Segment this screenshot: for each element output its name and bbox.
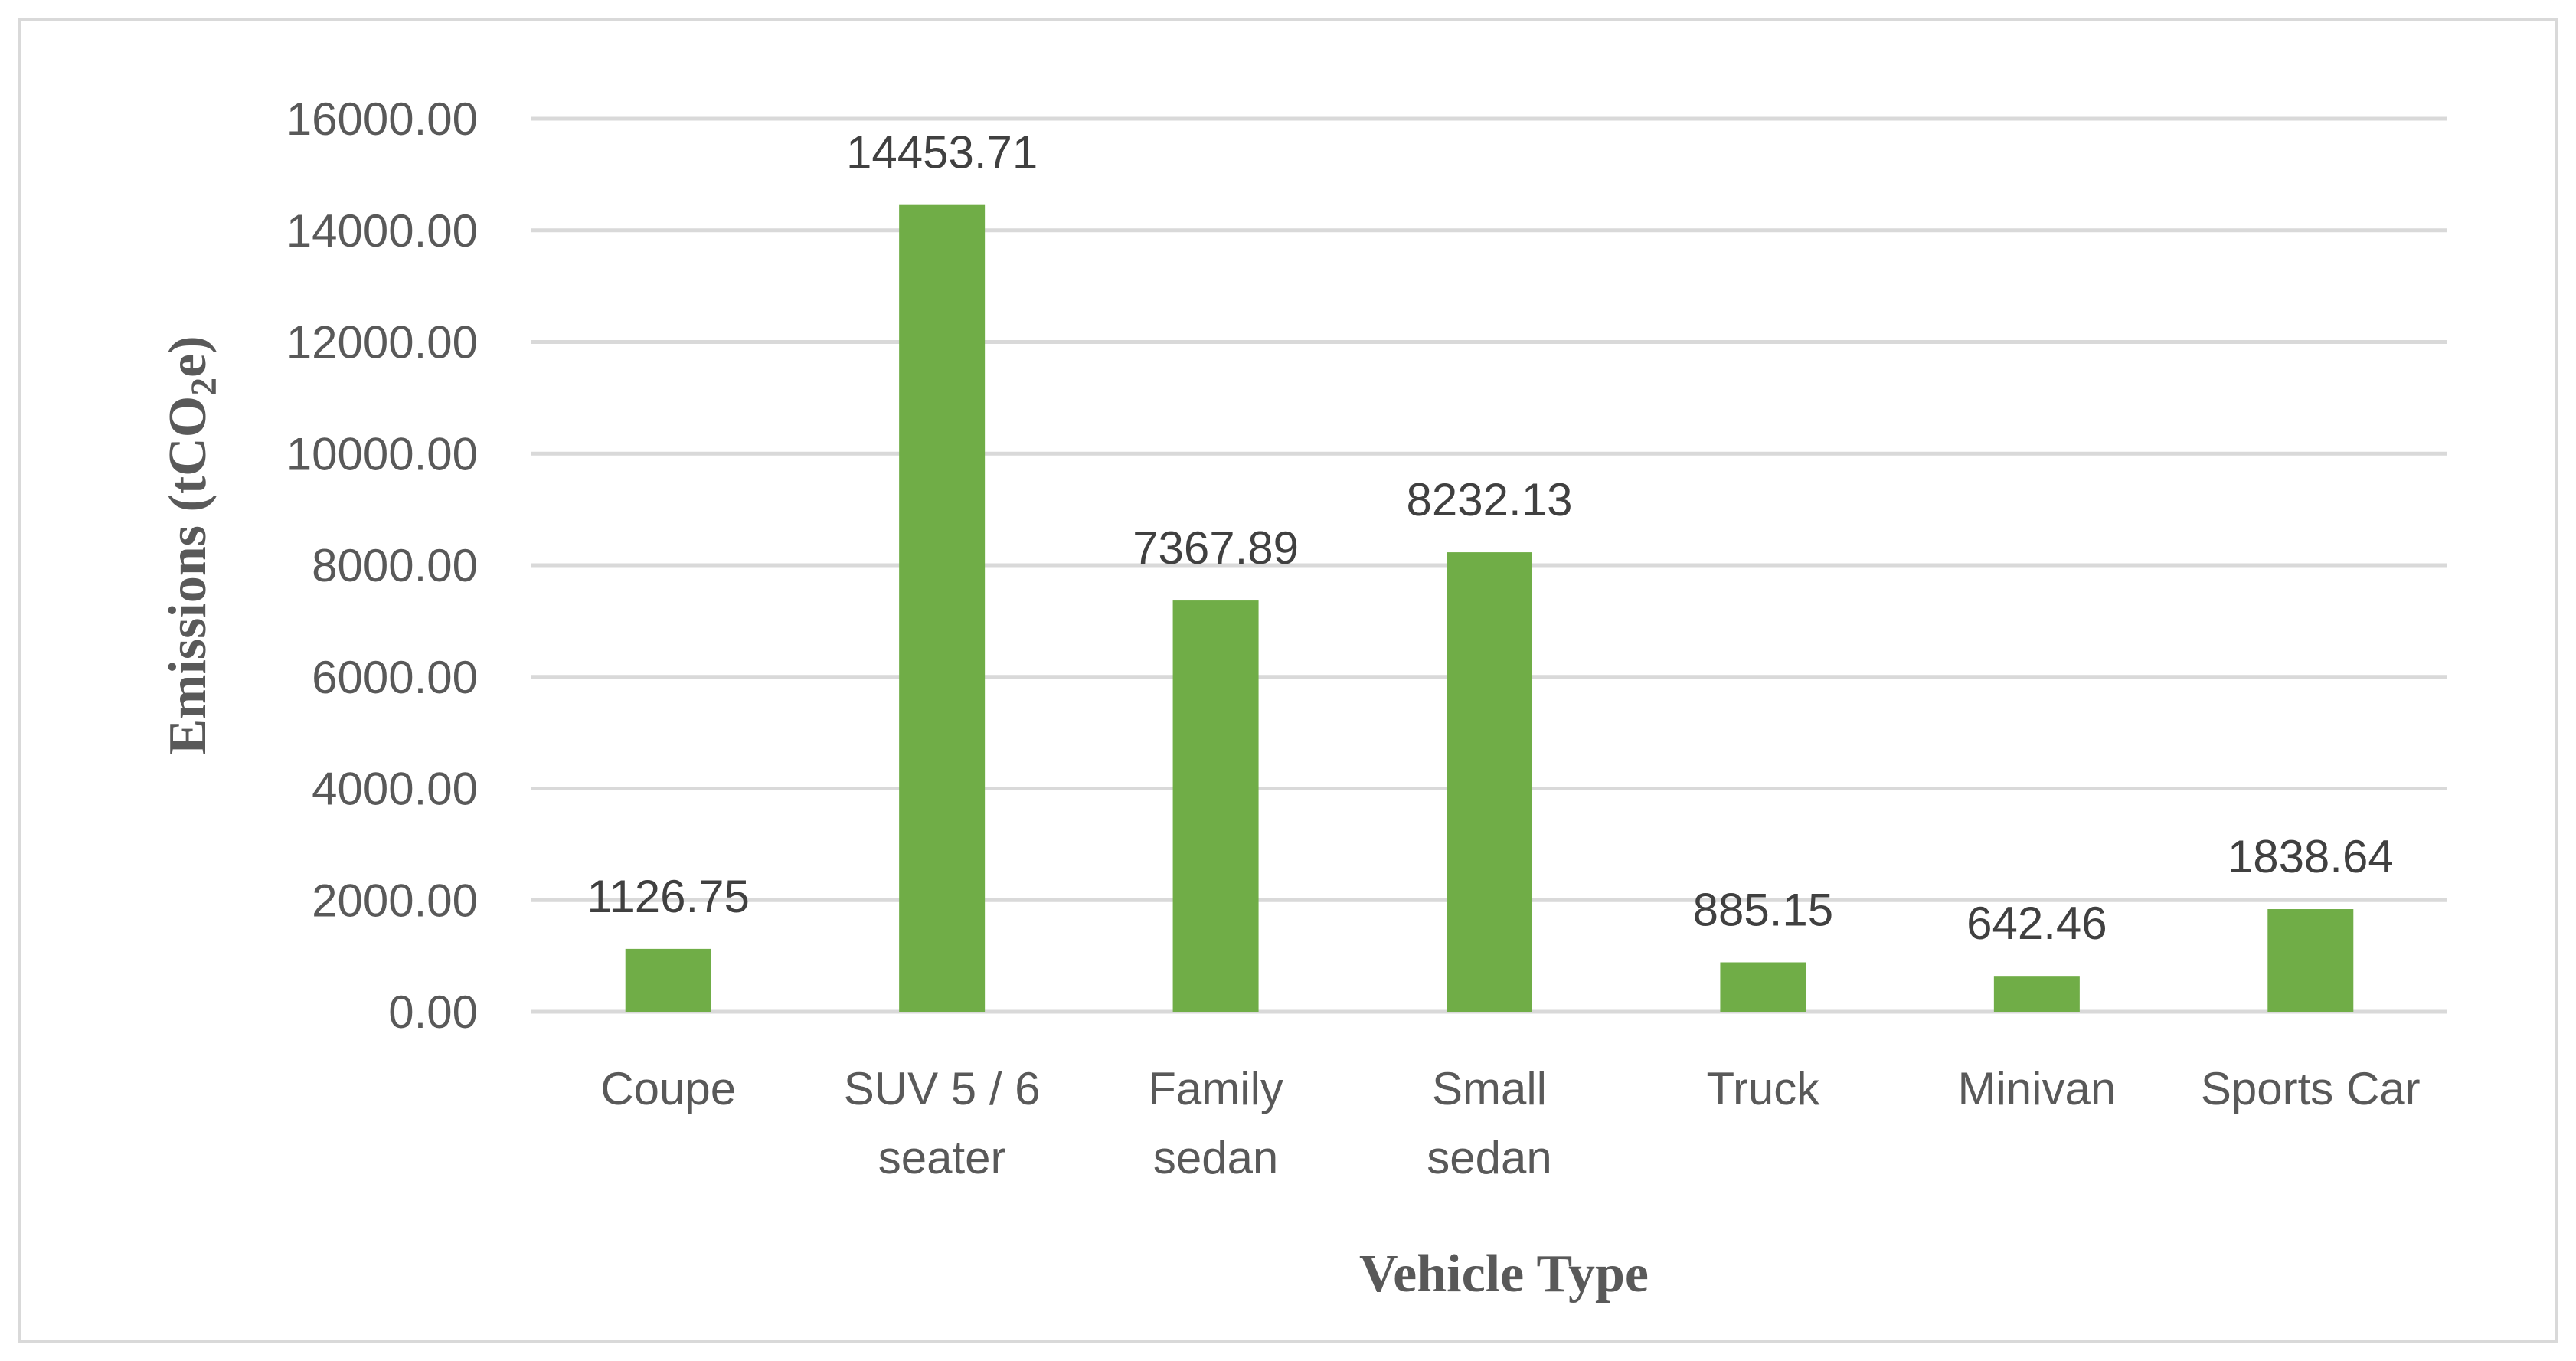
- y-tick-label: 6000.00: [312, 652, 478, 703]
- y-tick-label: 10000.00: [286, 428, 478, 479]
- bar: [1993, 976, 2080, 1012]
- x-category-line: Minivan: [1957, 1063, 2116, 1114]
- x-category-label: Coupe: [600, 1063, 736, 1114]
- bar: [1447, 552, 1532, 1012]
- y-tick-label: 4000.00: [312, 764, 478, 815]
- x-category-label: Small sedan: [1427, 1063, 1551, 1183]
- y-axis-ticks: 0.00 2000.00 4000.00 6000.00 8000.00 10000.00…: [286, 93, 478, 1038]
- y-tick-label: 8000.00: [312, 540, 478, 591]
- bar-value-label: 1126.75: [587, 871, 749, 922]
- bar: [899, 204, 986, 1012]
- y-axis-title-subscript: 2: [184, 378, 224, 396]
- bar-value-label: 885.15: [1693, 884, 1834, 935]
- x-category-line: Family: [1148, 1063, 1283, 1114]
- x-category-label: Truck: [1707, 1063, 1821, 1114]
- x-category-label: Sports Car: [2201, 1063, 2421, 1114]
- bar-value-label: 1838.64: [2228, 831, 2394, 882]
- x-category-line: SUV 5 / 6: [844, 1063, 1041, 1114]
- y-axis-title-main: Emissions (tCO: [159, 396, 217, 755]
- x-category-line: sedan: [1153, 1132, 1278, 1183]
- y-tick-label: 14000.00: [286, 205, 478, 257]
- bar: [1172, 600, 1259, 1012]
- y-tick-label: 16000.00: [286, 93, 478, 145]
- x-category-line: Coupe: [600, 1063, 736, 1114]
- bar-value-label: 8232.13: [1407, 474, 1573, 525]
- bar-value-label: 14453.71: [846, 127, 1038, 178]
- x-category-label: Family sedan: [1148, 1063, 1283, 1183]
- data-labels: 1126.75 14453.71 7367.89 8232.13 885.15 642.4…: [587, 127, 2393, 949]
- x-category-line: Small: [1432, 1063, 1547, 1114]
- bar: [2267, 909, 2354, 1012]
- x-axis-title: Vehicle Type: [1359, 1245, 1649, 1304]
- bars: [625, 204, 2354, 1012]
- x-category-line: Truck: [1707, 1063, 1821, 1114]
- y-axis-title-tail: e): [159, 335, 217, 377]
- x-category-line: Sports Car: [2201, 1063, 2421, 1114]
- y-axis-title: Emissions (tCO2e): [159, 335, 224, 754]
- y-tick-label: 0.00: [388, 986, 478, 1038]
- x-category-label: Minivan: [1957, 1063, 2116, 1114]
- bar-value-label: 7367.89: [1133, 522, 1299, 574]
- x-axis-categories: Coupe SUV 5 / 6 seater Family sedan Small seda…: [600, 1063, 2420, 1183]
- x-category-line: sedan: [1427, 1132, 1551, 1183]
- bar: [625, 948, 711, 1012]
- bar-value-label: 642.46: [1966, 898, 2107, 949]
- bar: [1720, 962, 1806, 1012]
- y-tick-label: 12000.00: [286, 317, 478, 368]
- x-category-line: seater: [878, 1132, 1006, 1183]
- chart-frame: [18, 18, 2558, 1343]
- y-tick-label: 2000.00: [312, 875, 478, 926]
- x-category-label: SUV 5 / 6 seater: [844, 1063, 1041, 1183]
